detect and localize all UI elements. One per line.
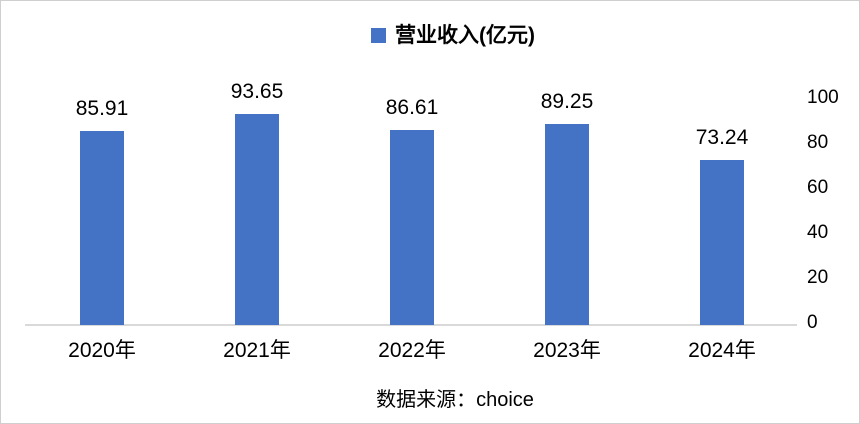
- x-tick-label-2022年: 2022年: [378, 339, 446, 362]
- data-label-2023年: 89.25: [540, 90, 594, 113]
- y-tick-label-80: 80: [807, 131, 829, 153]
- chart-legend: 营业收入(亿元): [24, 24, 859, 47]
- y-tick-label-100: 100: [807, 86, 839, 108]
- bar-2024年: [700, 160, 744, 325]
- bar-2023年: [545, 124, 589, 325]
- x-tick-label-2020年: 2020年: [68, 339, 136, 362]
- x-axis-line: [25, 324, 797, 326]
- y-tick-label-60: 60: [807, 176, 829, 198]
- data-label-2024年: 73.24: [695, 126, 749, 149]
- y-tick-label-20: 20: [807, 266, 829, 288]
- bar-2022年: [390, 130, 434, 325]
- data-label-2020年: 85.91: [75, 97, 129, 120]
- bar-2020年: [80, 131, 124, 325]
- y-tick-label-40: 40: [807, 221, 829, 243]
- x-tick-label-2021年: 2021年: [223, 339, 291, 362]
- x-tick-label-2024年: 2024年: [688, 339, 756, 362]
- data-label-2021年: 93.65: [230, 80, 284, 103]
- x-tick-label-2023年: 2023年: [533, 339, 601, 362]
- legend-label: 营业收入(亿元): [395, 24, 535, 47]
- source-note: 数据来源：choice: [376, 389, 534, 411]
- data-label-2022年: 86.61: [385, 96, 439, 119]
- legend-swatch-icon: [371, 28, 386, 43]
- bar-2021年: [235, 114, 279, 325]
- y-tick-label-0: 0: [807, 312, 818, 333]
